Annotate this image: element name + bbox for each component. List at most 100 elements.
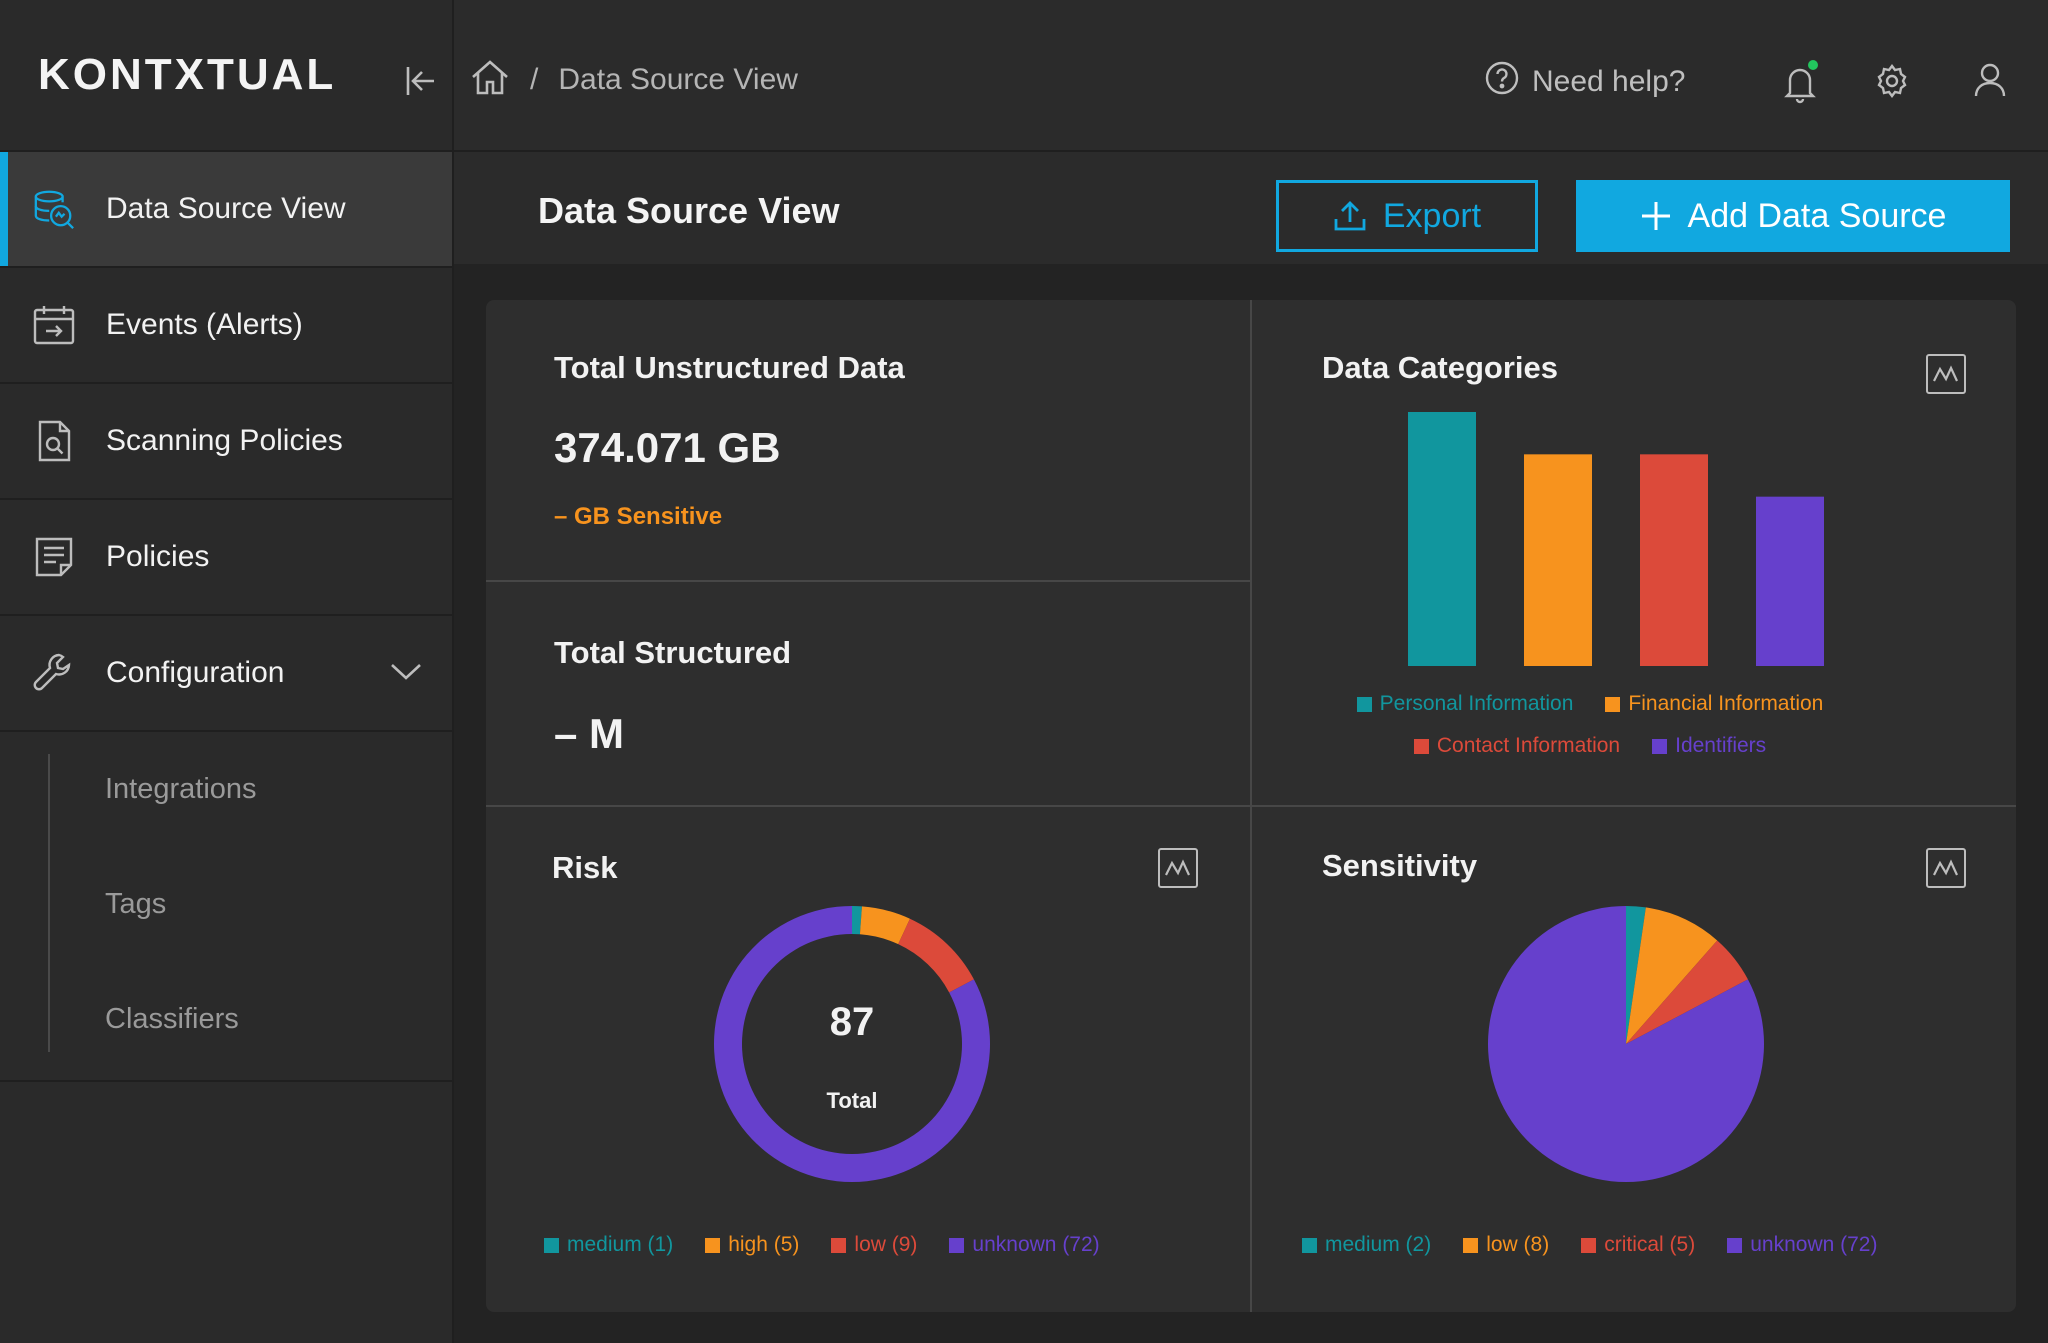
sidebar-subitem-integrations[interactable]: Integrations	[105, 773, 257, 805]
legend-swatch	[1605, 696, 1621, 712]
app-logo[interactable]: KONTXTUAL	[38, 50, 337, 99]
help-link[interactable]: Need help?	[1484, 60, 1685, 104]
home-icon[interactable]	[470, 58, 510, 101]
divider	[486, 580, 1250, 582]
risk-donut-chart	[714, 906, 990, 1182]
legend-swatch	[949, 1237, 965, 1253]
sensitivity-pie-chart	[1488, 906, 1764, 1182]
sensitive-value: – GB Sensitive	[554, 503, 723, 530]
wrench-icon	[32, 651, 76, 695]
sidebar-item-label: Events (Alerts)	[106, 308, 303, 341]
legend-label: Identifiers	[1675, 734, 1767, 757]
gear-icon[interactable]	[1874, 63, 1910, 104]
topbar: / Data Source View Need help?	[406, 0, 2048, 152]
legend-item[interactable]: high (5)	[705, 1233, 799, 1257]
breadcrumb-separator: /	[530, 62, 539, 96]
legend-label: unknown (72)	[1750, 1233, 1878, 1256]
upload-icon	[1334, 201, 1366, 231]
bar-1[interactable]	[1408, 412, 1476, 666]
sidebar-item-events[interactable]: Events (Alerts)	[0, 268, 452, 384]
legend-label: medium (2)	[1325, 1233, 1432, 1256]
chevron-down-icon[interactable]	[390, 656, 422, 690]
slice-4[interactable]	[1488, 906, 1764, 1182]
slice-3[interactable]	[898, 918, 974, 993]
legend-item[interactable]: low (8)	[1463, 1233, 1549, 1257]
sensitivity-title: Sensitivity	[1322, 848, 1478, 883]
calendar-icon	[32, 303, 76, 347]
legend-item[interactable]: Identifiers	[1652, 734, 1766, 758]
categories-chart-toggle[interactable]	[1926, 354, 1966, 394]
legend-label: medium (1)	[567, 1233, 674, 1256]
risk-chart-toggle[interactable]	[1158, 848, 1198, 888]
line-chart-icon	[1933, 365, 1958, 382]
legend-label: Personal Information	[1379, 692, 1574, 715]
document-search-icon	[32, 419, 76, 463]
slice-1[interactable]	[852, 906, 862, 935]
help-text: Need help?	[1532, 65, 1686, 98]
bell-icon[interactable]	[1780, 60, 1824, 109]
structured-value: – M	[554, 710, 625, 757]
user-icon[interactable]	[1972, 62, 2008, 103]
legend-swatch	[1581, 1237, 1597, 1253]
bar-4[interactable]	[1756, 496, 1824, 666]
sidebar-item-label: Policies	[106, 540, 210, 573]
plus-icon	[1641, 202, 1670, 230]
risk-title: Risk	[552, 850, 618, 885]
sensitivity-chart-toggle[interactable]	[1926, 848, 1966, 888]
legend-item[interactable]: unknown (72)	[1727, 1233, 1877, 1257]
legend-label: low (9)	[854, 1233, 918, 1256]
breadcrumb-current: Data Source View	[558, 62, 798, 96]
sidebar-item-label: Scanning Policies	[106, 424, 343, 457]
breadcrumb: / Data Source View	[470, 58, 798, 101]
legend-swatch	[1463, 1237, 1479, 1253]
legend-swatch	[544, 1237, 559, 1253]
bar-3[interactable]	[1640, 454, 1708, 666]
divider	[486, 805, 2016, 807]
legend-swatch	[705, 1237, 721, 1253]
sidebar-item-label: Configuration	[106, 656, 285, 689]
legend-item[interactable]: unknown (72)	[949, 1233, 1100, 1257]
sidebar-subitem-classifiers[interactable]: Classifiers	[105, 1003, 239, 1035]
legend-item[interactable]: medium (2)	[1302, 1233, 1431, 1257]
legend-label: critical (5)	[1604, 1233, 1696, 1256]
add-data-source-button[interactable]: Add Data Source	[1576, 180, 2010, 252]
configuration-submenu: Integrations Tags Classifiers	[0, 732, 452, 1082]
sidebar-subitem-tags[interactable]: Tags	[105, 888, 167, 920]
sidebar-item-label: Data Source View	[106, 192, 346, 225]
dashboard-card: Total Unstructured Data 374.071 GB – GB …	[486, 300, 2016, 1312]
slice-2[interactable]	[1626, 907, 1718, 1044]
legend-item[interactable]: low (9)	[831, 1233, 917, 1257]
sensitivity-legend: medium (2) low (8) critical (5) unknown (72…	[1302, 1233, 1909, 1257]
legend-swatch	[1413, 738, 1429, 754]
line-chart-icon	[1165, 859, 1190, 876]
sidebar-item-configuration[interactable]: Configuration	[0, 616, 452, 732]
export-button[interactable]: Export	[1276, 180, 1538, 252]
legend-item[interactable]: critical (5)	[1581, 1233, 1695, 1257]
legend-item[interactable]: Financial Information	[1605, 692, 1823, 716]
structured-label: Total Structured	[554, 635, 792, 670]
slice-3[interactable]	[1626, 940, 1748, 1044]
bar-2[interactable]	[1524, 454, 1592, 666]
add-data-source-label: Add Data Source	[1687, 196, 1947, 235]
sidebar-item-scanning-policies[interactable]: Scanning Policies	[0, 384, 452, 500]
legend-label: Financial Information	[1628, 692, 1824, 715]
legend-item[interactable]: Personal Information	[1356, 692, 1574, 716]
page-header: Data Source View Export Add Data Source	[454, 152, 2048, 264]
categories-legend: Personal Information Financial Informatio…	[1306, 692, 1906, 758]
categories-bar-chart	[1408, 412, 1824, 666]
logo-area: KONTXTUAL	[0, 0, 452, 152]
slice-1[interactable]	[1626, 906, 1646, 1044]
risk-total: 87	[829, 1000, 875, 1044]
categories-title: Data Categories	[1322, 350, 1559, 385]
sidebar-item-data-source-view[interactable]: Data Source View	[0, 152, 452, 268]
sidebar-item-policies[interactable]: Policies	[0, 500, 452, 616]
legend-swatch	[1302, 1237, 1317, 1253]
slice-2[interactable]	[859, 906, 910, 945]
legend-label: high (5)	[728, 1233, 800, 1256]
export-label: Export	[1382, 196, 1482, 235]
legend-item[interactable]: Contact Information	[1413, 734, 1620, 758]
legend-swatch	[1652, 738, 1668, 754]
legend-swatch	[1727, 1237, 1743, 1253]
legend-item[interactable]: medium (1)	[544, 1233, 673, 1257]
collapse-sidebar-icon[interactable]	[404, 64, 438, 103]
